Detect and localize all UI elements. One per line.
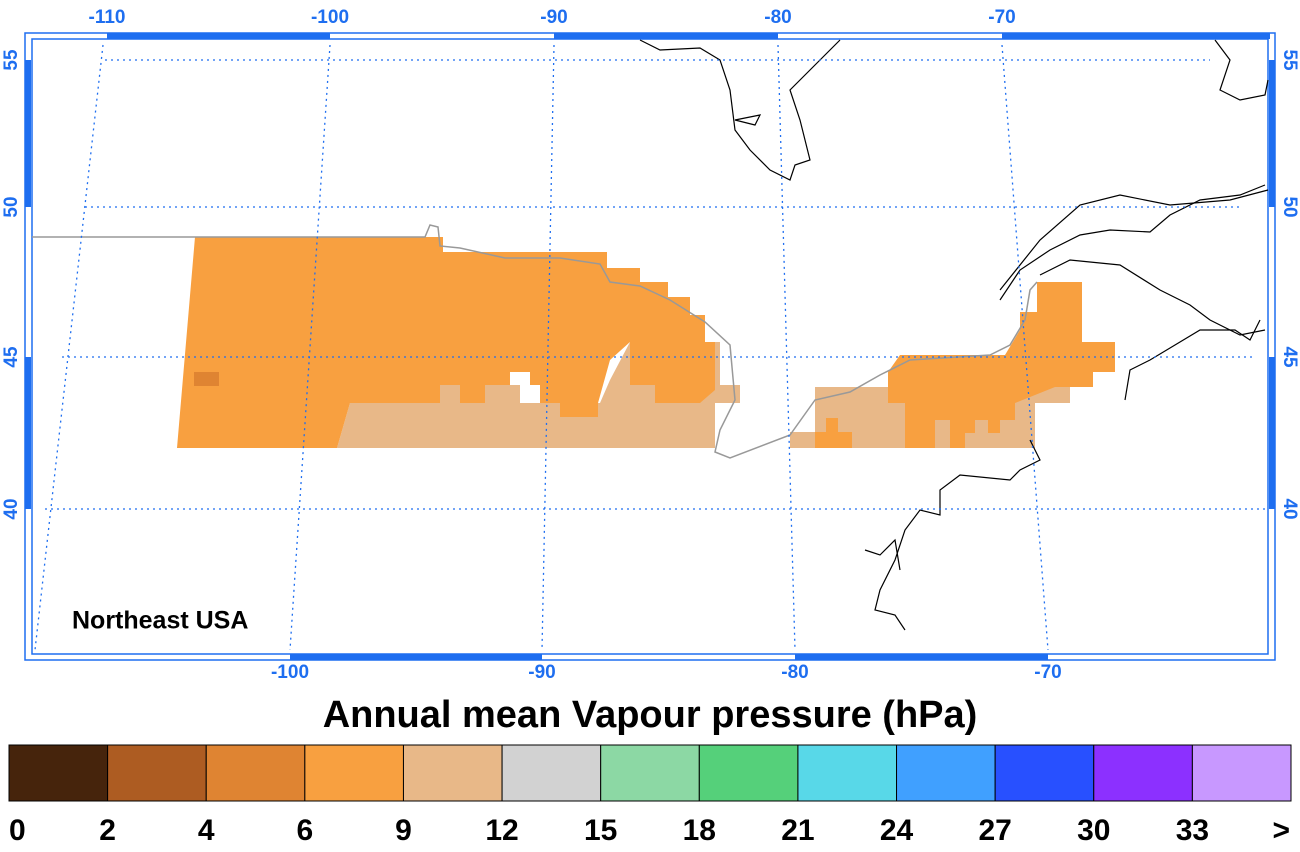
bottom-lon-label: -70 [1034,662,1061,683]
colorbar-label: 6 [297,814,314,847]
colorbar-box [402,744,503,802]
colorbar-box [107,744,207,802]
colorbar-label: 24 [880,814,914,847]
top-lon-label: -90 [540,7,567,28]
top-lon-label: -70 [988,7,1015,28]
colorbar-label: 27 [978,814,1011,847]
region-fill [177,237,1115,448]
left-lat-label: 40 [1,498,22,519]
colorbar-label: 12 [485,814,518,847]
colorbar-label: 0 [9,814,26,847]
top-lon-label: -80 [764,7,791,28]
axis-labels: -110 -100 -90 -80 -70 -100 -90 -80 -70 55 50 45 40 55… [1,7,1300,683]
right-lat-label: 55 [1279,49,1300,71]
colorbar-label: 21 [781,814,814,847]
coastlines [639,39,1269,631]
region-label: Northeast USA [72,607,248,635]
right-lat-label: 45 [1279,346,1300,368]
left-lat-label: 50 [1,196,22,217]
colorbar-box [994,744,1095,802]
bottom-lon-label: -90 [528,662,555,683]
right-lat-label: 50 [1279,196,1300,217]
colorbar-box [1191,744,1292,802]
colorbar: 0 2 4 6 9 12 15 18 21 24 27 30 33 > [8,744,1292,847]
colorbar-box [205,744,306,802]
bottom-lon-label: -80 [781,662,808,683]
colorbar-label: 15 [584,814,617,847]
map: Northeast USA [24,32,1276,661]
colorbar-label: 18 [683,814,716,847]
bottom-lon-label: -100 [271,662,309,683]
graticule [34,44,1265,651]
colorbar-box [501,744,602,802]
right-lat-label: 40 [1279,498,1300,519]
left-lat-label: 55 [1,49,22,71]
colorbar-box [896,744,996,802]
colorbar-box [698,744,799,802]
colorbar-label: 33 [1176,814,1209,847]
colorbar-box [8,744,109,802]
colorbar-box [600,744,700,802]
colorbar-box [1093,744,1193,802]
colorbar-label: 9 [395,814,412,847]
colorbar-label: 2 [99,814,116,847]
colorbar-label: 30 [1077,814,1110,847]
top-lon-label: -110 [89,7,126,28]
top-lon-label: -100 [311,7,349,28]
legend-title: Annual mean Vapour pressure (hPa) [323,694,978,736]
frame-ticks [25,33,1275,660]
left-lat-label: 45 [1,346,22,368]
colorbar-box [304,744,404,802]
colorbar-box [797,744,898,802]
colorbar-label: 4 [198,814,215,847]
colorbar-label: > [1272,814,1290,847]
